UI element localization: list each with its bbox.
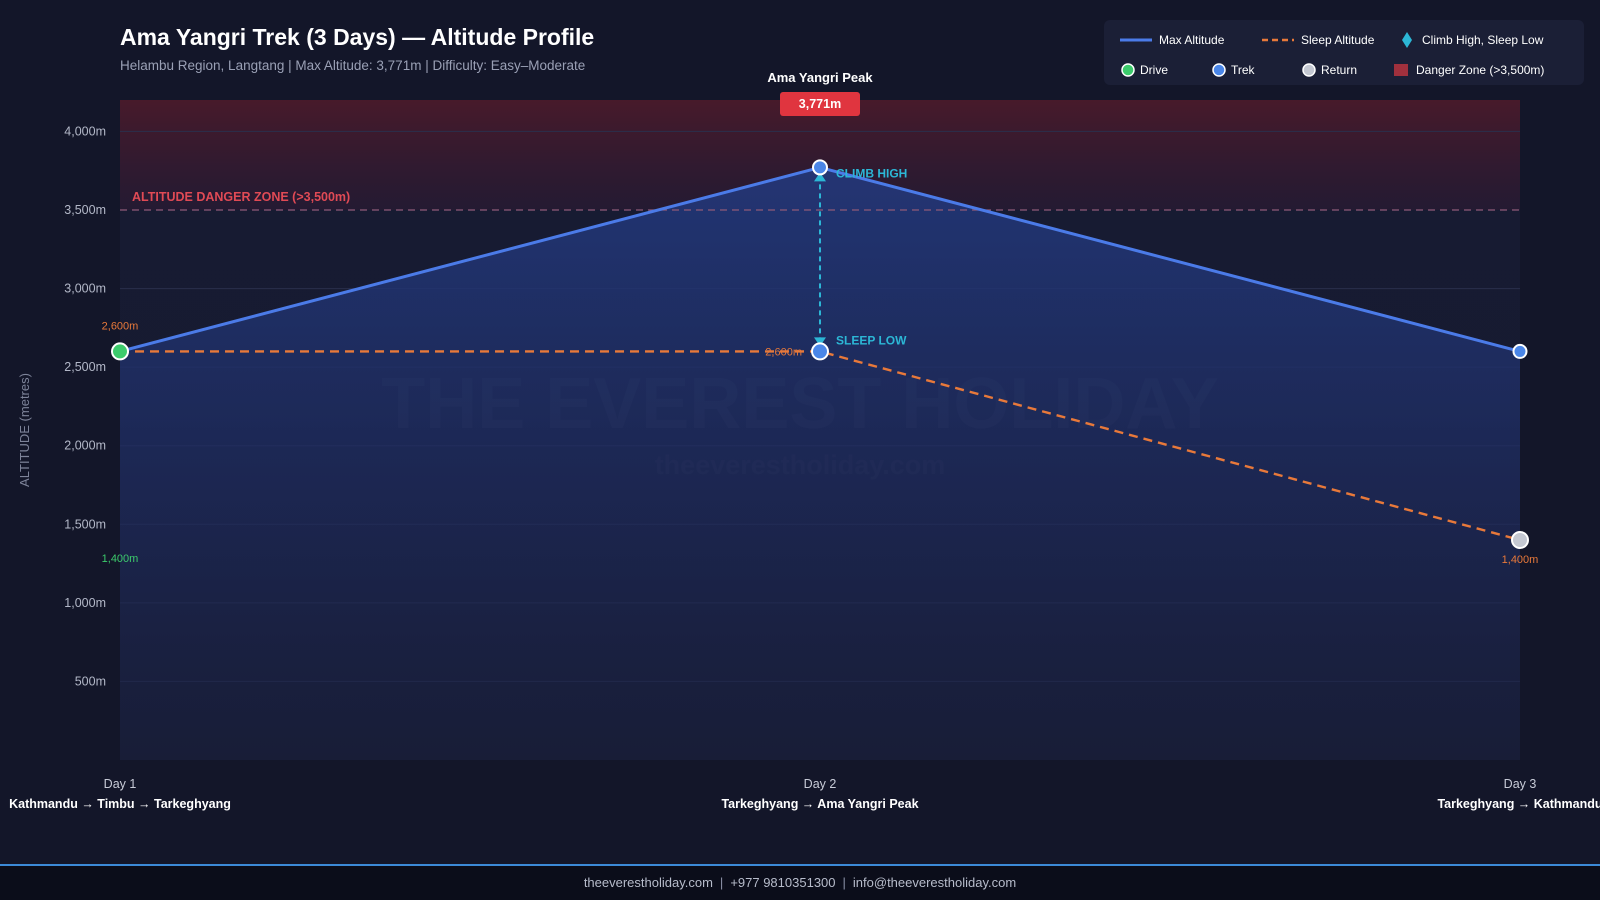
legend-item: Trek (1212, 63, 1256, 77)
footer-email[interactable]: info@theeverestholiday.com (852, 875, 1017, 890)
data-label: 1,400m (1502, 554, 1539, 566)
legend-diamond-icon (1402, 32, 1412, 48)
legend-label: Return (1321, 63, 1357, 77)
route-label: Tarkeghyang → Ama Yangri Peak (721, 797, 918, 811)
legend-label: Max Altitude (1159, 33, 1225, 47)
legend-item: Danger Zone (>3,500m) (1394, 63, 1544, 77)
y-tick-label: 1,500m (64, 517, 106, 531)
legend-item: Max Altitude (1120, 33, 1225, 47)
climb-arrow-icon (814, 172, 826, 182)
legend-square-icon (1394, 64, 1408, 76)
footer-separator: | (719, 875, 724, 890)
legend-item: Return (1302, 63, 1357, 77)
point-day1-drive (111, 342, 129, 361)
y-tick-label: 2,000m (64, 439, 106, 453)
sleep-arrow-icon (814, 337, 826, 347)
y-tick-label: 500m (75, 674, 106, 688)
max-altitude-area (120, 167, 1520, 760)
route-label: Kathmandu → Timbu → Tarkeghyang (9, 797, 231, 811)
legend: Max Altitude Sleep Altitude Climb High, Sl… (1104, 20, 1584, 85)
y-tick-label: 3,500m (64, 203, 106, 217)
legend-item: Drive (1121, 63, 1168, 77)
legend-item: Climb High, Sleep Low (1402, 32, 1544, 48)
peak-value-label: 3,771m (799, 97, 841, 111)
sleep-altitude-line (120, 350, 1521, 542)
footer-website[interactable]: theeverestholiday.com (583, 875, 713, 890)
x-tick-label: Day 3 (1504, 777, 1537, 791)
legend-label: Climb High, Sleep Low (1422, 33, 1544, 47)
point-day3-max (1512, 343, 1528, 359)
data-label: 2,600m (765, 346, 802, 358)
point-day2-sleep (811, 342, 829, 361)
legend-label: Trek (1231, 63, 1256, 77)
danger-zone-label: ALTITUDE DANGER ZONE (>3,500m) (132, 190, 350, 204)
chart-title: Ama Yangri Trek (3 Days) — Altitude Prof… (120, 24, 594, 50)
y-tick-label: 2,500m (64, 360, 106, 374)
climb-high-label: CLIMB HIGH (836, 166, 907, 180)
x-tick-label: Day 1 (104, 777, 137, 791)
legend-label: Sleep Altitude (1301, 33, 1375, 47)
data-label: 1,400m (102, 553, 139, 565)
peak-badge (780, 92, 860, 116)
sleep-low-label: SLEEP LOW (836, 333, 907, 347)
legend-label: Drive (1140, 63, 1168, 77)
legend-label: Danger Zone (>3,500m) (1416, 63, 1544, 77)
x-tick-label: Day 2 (804, 777, 837, 791)
route-label: Tarkeghyang → Kathmandu (1437, 797, 1600, 811)
legend-dot-icon (1302, 63, 1316, 77)
point-day3-return (1511, 531, 1529, 549)
peak-name-label: Ama Yangri Peak (767, 70, 873, 85)
footer: theeverestholiday.com | +977 9810351300 | in… (0, 864, 1600, 900)
point-day2-peak (812, 159, 828, 176)
data-label: 2,600m (102, 320, 139, 332)
y-tick-label: 3,000m (64, 282, 106, 296)
legend-dot-icon (1121, 63, 1135, 77)
y-axis-label: ALTITUDE (metres) (17, 373, 32, 487)
legend-dot-icon (1212, 63, 1226, 77)
chart-subtitle: Helambu Region, Langtang | Max Altitude:… (120, 58, 585, 73)
footer-separator: | (842, 875, 846, 890)
footer-phone[interactable]: +977 9810351300 (730, 875, 836, 890)
legend-item: Sleep Altitude (1262, 33, 1375, 47)
altitude-chart: THE EVEREST HOLIDAYtheeverestholiday.com… (9, 20, 1600, 811)
y-tick-label: 4,000m (64, 124, 106, 138)
y-tick-label: 1,000m (64, 596, 106, 610)
